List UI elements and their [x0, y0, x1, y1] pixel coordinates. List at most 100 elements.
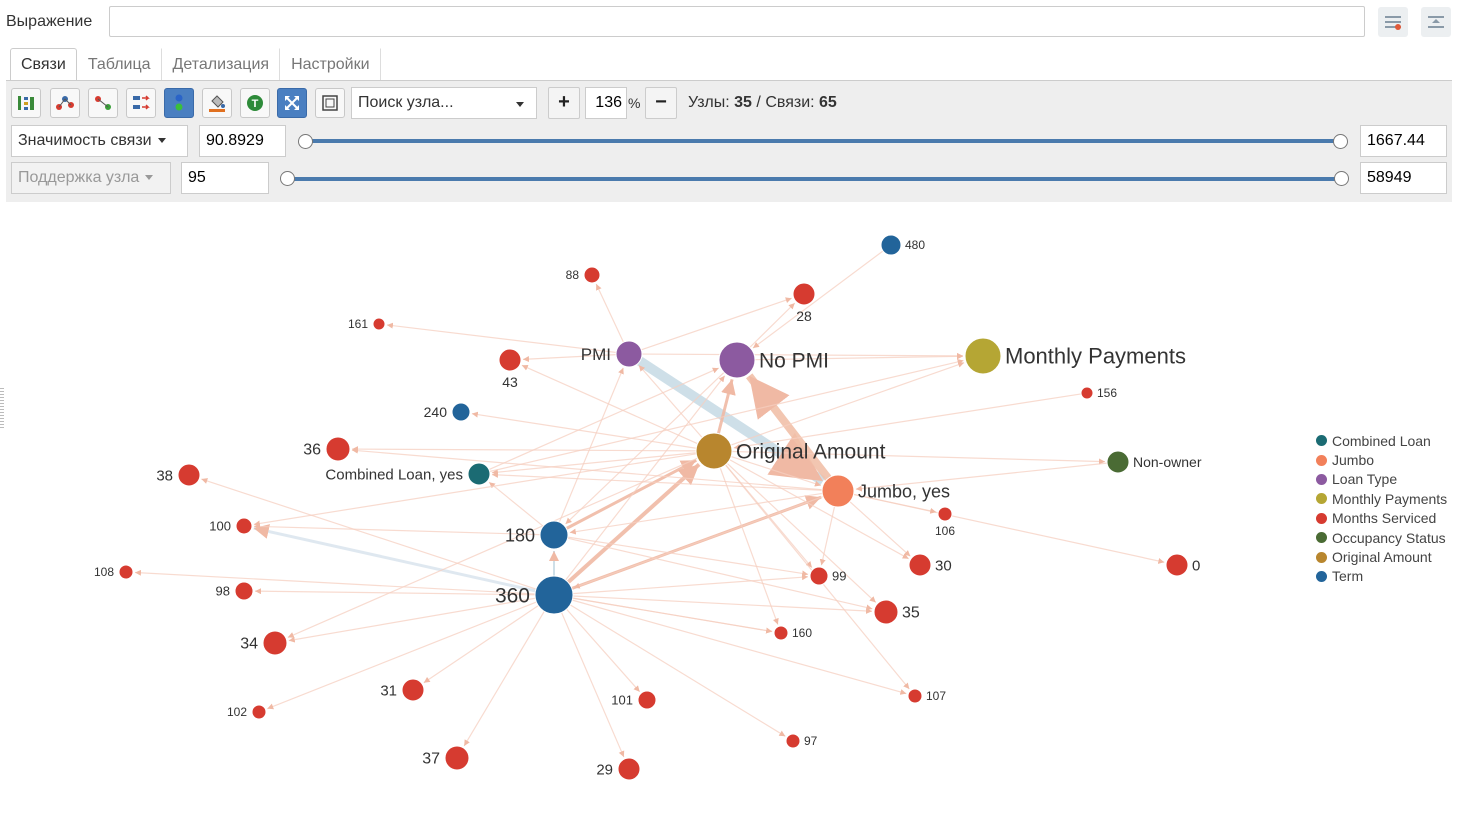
legend-item[interactable]: Combined Loan	[1316, 431, 1447, 450]
graph-link[interactable]	[566, 462, 701, 584]
graph-node[interactable]: 108	[94, 564, 134, 580]
graph-link[interactable]	[855, 462, 1108, 492]
graph-link[interactable]	[565, 458, 697, 530]
legend-item[interactable]: Term	[1316, 567, 1447, 586]
graph-node[interactable]: 88	[566, 266, 601, 284]
legend-item[interactable]: Original Amount	[1316, 547, 1447, 566]
graph-link[interactable]	[471, 411, 697, 449]
graph-link[interactable]	[560, 612, 625, 758]
network-graph[interactable]: 480 88 28 161 PMI No PMI Monthly Payments 43 156…	[0, 201, 1310, 819]
graph-link[interactable]	[731, 450, 1106, 465]
node-circle[interactable]	[372, 317, 386, 331]
node-circle[interactable]	[792, 282, 816, 306]
node-circle[interactable]	[873, 599, 899, 625]
graph-node[interactable]: 161	[348, 317, 386, 331]
tab-details[interactable]: Детализация	[162, 48, 281, 80]
graph-link[interactable]	[572, 595, 873, 614]
graph-link[interactable]	[730, 455, 822, 487]
resize-handle[interactable]	[0, 388, 4, 428]
graph-node[interactable]: 36	[303, 436, 351, 462]
node-circle[interactable]	[785, 733, 801, 749]
node-circle[interactable]	[821, 474, 855, 508]
tab-links[interactable]: Связи	[10, 48, 77, 80]
layout-force-button[interactable]	[88, 88, 118, 118]
legend-item[interactable]: Monthly Payments	[1316, 489, 1447, 508]
node-circle[interactable]	[964, 337, 1002, 375]
node-circle[interactable]	[880, 234, 902, 256]
graph-link[interactable]	[819, 506, 836, 566]
link-range-max-handle[interactable]	[1333, 134, 1348, 149]
graph-link[interactable]	[488, 367, 719, 471]
link-max-input[interactable]	[1360, 125, 1447, 157]
color-nodes-button[interactable]	[164, 88, 194, 118]
layout-tree-button[interactable]	[11, 88, 41, 118]
graph-link[interactable]	[254, 588, 536, 596]
node-circle[interactable]	[401, 678, 425, 702]
graph-node[interactable]: 38	[156, 463, 201, 487]
graph-node[interactable]: 97	[785, 733, 818, 749]
graph-link[interactable]	[567, 537, 873, 611]
node-circle[interactable]	[325, 436, 351, 462]
graph-link[interactable]	[386, 322, 617, 354]
node-circle[interactable]	[809, 566, 829, 586]
graph-node[interactable]: 107	[907, 688, 946, 704]
node-circle[interactable]	[118, 564, 134, 580]
graph-node[interactable]: 0	[1165, 553, 1200, 577]
collapse-panel-button[interactable]	[1421, 7, 1451, 37]
node-circle[interactable]	[615, 340, 643, 368]
graph-link[interactable]	[288, 597, 536, 643]
node-circle[interactable]	[467, 462, 491, 486]
node-circle[interactable]	[773, 625, 789, 641]
graph-link[interactable]	[521, 364, 698, 445]
graph-link[interactable]	[853, 493, 937, 514]
node-circle[interactable]	[695, 432, 733, 470]
graph-link[interactable]	[641, 352, 964, 359]
graph-node[interactable]: Monthly Payments	[964, 337, 1186, 375]
graph-node[interactable]: 99	[809, 566, 846, 586]
graph-link[interactable]	[572, 599, 907, 695]
fill-color-button[interactable]	[202, 88, 232, 118]
graph-link[interactable]	[566, 608, 641, 693]
graph-node[interactable]: 34	[240, 630, 288, 656]
graph-link[interactable]	[253, 523, 541, 536]
node-circle[interactable]	[539, 520, 569, 550]
graph-node[interactable]: Original Amount	[695, 432, 886, 470]
node-circle[interactable]	[262, 630, 288, 656]
node-circle[interactable]	[235, 517, 253, 535]
graph-link[interactable]	[752, 250, 884, 349]
graph-node[interactable]: 101	[611, 690, 657, 710]
graph-node[interactable]: 360	[495, 575, 574, 615]
graph-link[interactable]	[351, 447, 823, 491]
graph-link[interactable]	[641, 297, 792, 351]
node-circle[interactable]	[718, 341, 756, 379]
graph-link[interactable]	[572, 574, 809, 595]
node-circle[interactable]	[637, 690, 657, 710]
graph-link[interactable]	[849, 501, 911, 557]
zoom-out-button[interactable]: −	[645, 87, 677, 119]
graph-link[interactable]	[733, 393, 1082, 450]
graph-link[interactable]	[489, 359, 964, 473]
node-circle[interactable]	[1106, 450, 1130, 474]
fit-to-screen-button[interactable]	[277, 88, 307, 118]
legend-item[interactable]: Jumbo	[1316, 450, 1447, 469]
zoom-in-button[interactable]: +	[548, 87, 580, 119]
graph-node[interactable]: Jumbo, yes	[821, 474, 950, 508]
graph-node[interactable]: 43	[498, 348, 522, 390]
legend-item[interactable]: Occupancy Status	[1316, 528, 1447, 547]
zoom-input[interactable]	[585, 87, 627, 119]
expression-input[interactable]	[109, 6, 1365, 37]
graph-link[interactable]	[637, 356, 826, 486]
node-circle[interactable]	[908, 553, 932, 577]
graph-node[interactable]: No PMI	[718, 341, 829, 379]
node-circle[interactable]	[1165, 553, 1189, 577]
graph-link[interactable]	[595, 283, 625, 343]
link-range-min-handle[interactable]	[298, 134, 313, 149]
legend-item[interactable]: Loan Type	[1316, 470, 1447, 489]
graph-node[interactable]: 28	[792, 282, 816, 324]
node-circle[interactable]	[937, 506, 953, 522]
graph-node[interactable]: 102	[227, 704, 267, 720]
node-circle[interactable]	[617, 757, 641, 781]
graph-link[interactable]	[287, 457, 698, 638]
graph-link[interactable]	[569, 492, 823, 535]
node-min-input[interactable]	[181, 162, 269, 194]
